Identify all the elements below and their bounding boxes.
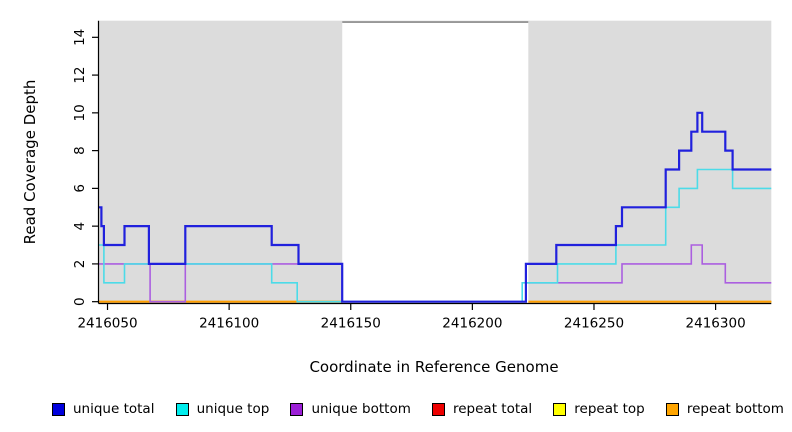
x-tick-label: 2416300 xyxy=(686,316,746,332)
legend: unique total unique top unique bottom repea… xyxy=(52,400,784,418)
series-line-unique-total xyxy=(99,111,772,303)
legend-label: repeat bottom xyxy=(686,401,784,417)
y-tick-label: 14 xyxy=(72,29,88,46)
x-tick-label: 2416200 xyxy=(442,316,502,332)
y-tick-label: 10 xyxy=(72,104,88,121)
y-tick-label: 4 xyxy=(72,222,88,231)
highlight-gap-region xyxy=(342,21,529,303)
legend-item-unique-total: unique total xyxy=(52,401,154,417)
legend-swatch-icon xyxy=(553,402,567,416)
x-tick-label: 2416150 xyxy=(321,316,381,332)
legend-label: repeat top xyxy=(574,401,645,417)
legend-swatch-icon xyxy=(52,402,65,416)
y-tick-label: 0 xyxy=(72,297,88,306)
series-line-unique-top xyxy=(99,168,772,303)
legend-label: unique total xyxy=(73,401,155,417)
legend-label: unique top xyxy=(196,401,270,417)
x-tick-label: 2416250 xyxy=(564,316,624,332)
legend-swatch-icon xyxy=(665,402,679,416)
legend-swatch-icon xyxy=(175,402,189,416)
x-tick-label: 2416100 xyxy=(199,316,259,332)
legend-item-repeat-top: repeat top xyxy=(553,401,645,417)
x-axis-title: Coordinate in Reference Genome xyxy=(309,358,559,376)
legend-label: unique bottom xyxy=(311,401,411,417)
legend-label: repeat total xyxy=(452,401,533,417)
series-line-unique-bottom xyxy=(99,244,772,303)
legend-item-repeat-total: repeat total xyxy=(431,401,533,417)
y-tick-label: 6 xyxy=(72,184,88,193)
y-tick-label: 12 xyxy=(72,66,88,83)
y-tick-label: 2 xyxy=(72,260,88,269)
legend-swatch-icon xyxy=(431,402,445,416)
legend-item-unique-bottom: unique bottom xyxy=(290,401,411,417)
y-axis-title: Read Coverage Depth xyxy=(21,79,39,245)
legend-item-repeat-bottom: repeat bottom xyxy=(665,401,784,417)
x-tick-label: 2416050 xyxy=(77,316,137,332)
legend-swatch-icon xyxy=(290,402,304,416)
legend-item-unique-top: unique top xyxy=(175,401,270,417)
y-tick-label: 8 xyxy=(72,146,88,155)
